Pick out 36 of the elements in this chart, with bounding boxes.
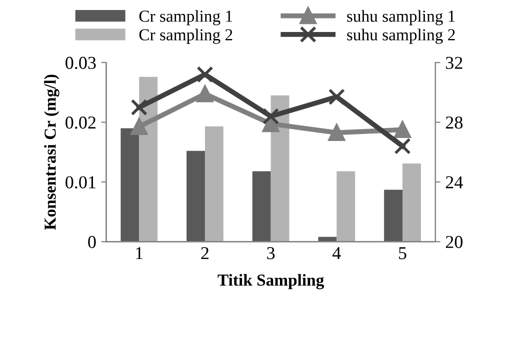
bar	[186, 150, 205, 242]
y-axis-title: Konsentrasi Cr (mg/l)	[44, 74, 60, 230]
bar	[402, 163, 421, 242]
x-tick-label: 5	[399, 247, 406, 260]
x-axis-title: Titik Sampling	[218, 274, 324, 290]
bar	[336, 171, 356, 242]
bar	[204, 126, 224, 242]
point	[328, 88, 345, 106]
y2-tick-label: 24	[446, 176, 463, 188]
legend-label: suhu sampling 2	[347, 28, 455, 44]
x-tick-label: 2	[201, 247, 208, 260]
point	[130, 118, 148, 136]
y-tick-label: 0.01	[66, 176, 96, 188]
legend-label: Cr sampling 1	[139, 10, 232, 26]
point	[394, 138, 411, 154]
legend-label: Cr sampling 2	[139, 28, 232, 44]
legend-label: suhu sampling 1	[347, 10, 455, 26]
point	[196, 66, 214, 83]
y-tick-label: 0.02	[66, 116, 96, 129]
bar	[120, 128, 140, 242]
x-tick-label: 3	[267, 247, 275, 260]
y-tick-label: 0	[88, 236, 96, 248]
point	[196, 86, 214, 102]
y2-tick-label: 32	[446, 56, 462, 69]
point	[130, 98, 148, 116]
point	[394, 121, 411, 138]
y2-tick-label: 28	[446, 116, 463, 129]
x-tick-label: 4	[332, 247, 341, 260]
bar	[384, 190, 402, 242]
bar	[139, 76, 158, 242]
point	[328, 124, 345, 142]
x-tick-label: 1	[136, 247, 143, 260]
y2-tick-label: 20	[446, 236, 463, 248]
point	[262, 108, 280, 125]
y-tick-label: 0.03	[66, 56, 96, 70]
bar	[252, 171, 271, 242]
